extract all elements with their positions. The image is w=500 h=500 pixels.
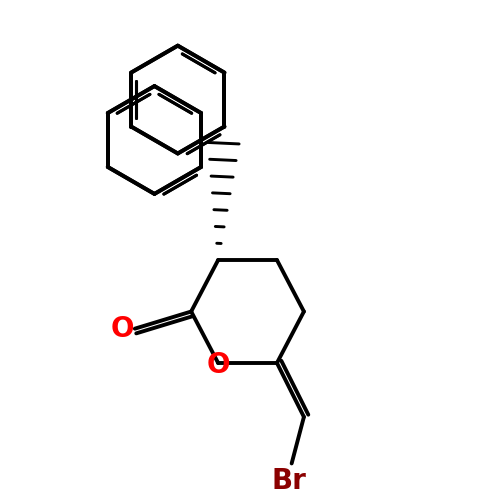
Text: O: O (111, 314, 134, 342)
Text: Br: Br (272, 466, 306, 494)
Text: O: O (206, 352, 230, 380)
